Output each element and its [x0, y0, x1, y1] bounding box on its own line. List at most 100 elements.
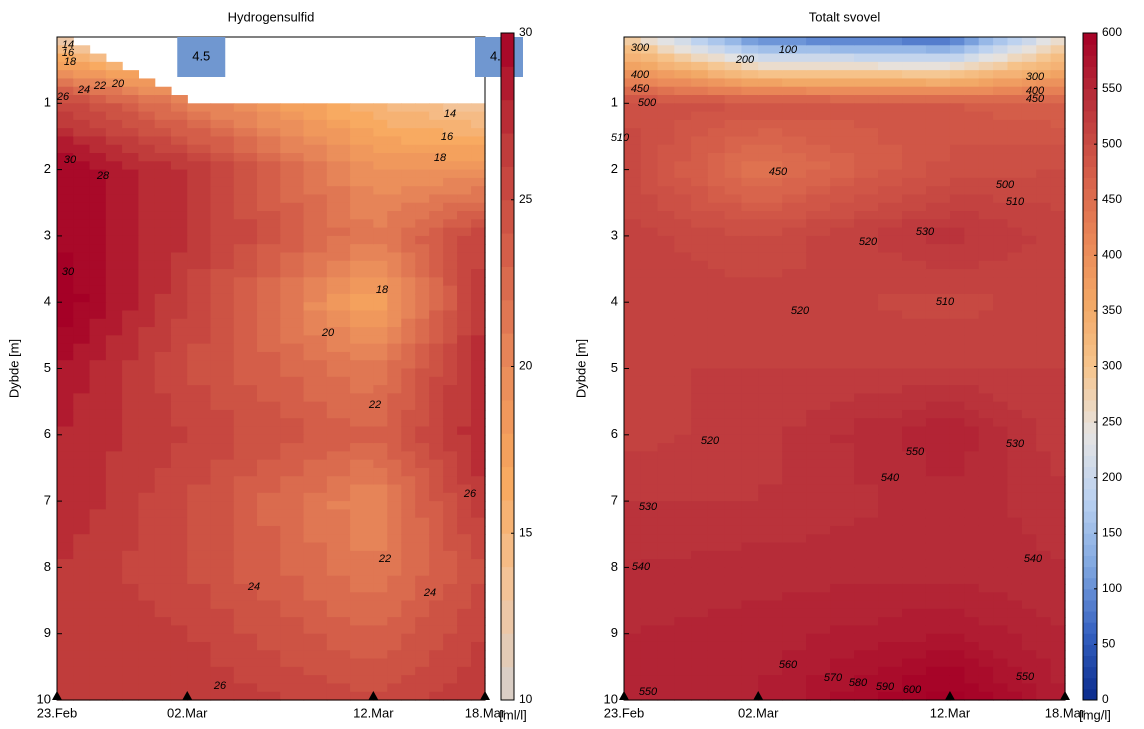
- contour-cell: [57, 119, 74, 129]
- contour-cell: [806, 45, 831, 55]
- contour-cell: [326, 153, 351, 162]
- contour-cell: [170, 186, 188, 196]
- contour-cell: [674, 86, 692, 96]
- contour-cell: [257, 235, 281, 245]
- contour-cell: [854, 583, 879, 593]
- contour-cell: [280, 484, 305, 494]
- contour-cell: [1036, 451, 1052, 461]
- contour-cell: [993, 194, 1009, 204]
- contour-cell: [471, 559, 486, 568]
- contour-cell: [902, 327, 927, 336]
- contour-cell: [782, 343, 807, 353]
- contour-cell: [1036, 534, 1052, 544]
- contour-cell: [691, 467, 709, 477]
- contour-cell: [303, 318, 328, 328]
- contour-cell: [624, 583, 642, 593]
- contour-cell: [624, 169, 642, 179]
- contour-cell: [707, 343, 726, 353]
- contour-cell: [89, 252, 107, 262]
- contour-cell: [280, 111, 305, 121]
- contour-cell: [187, 559, 212, 568]
- contour-cell: [624, 517, 642, 527]
- contour-cell: [471, 219, 486, 229]
- contour-cell: [741, 61, 759, 71]
- contour-cell: [674, 95, 692, 104]
- contour-cell: [457, 575, 472, 585]
- contour-cell: [187, 451, 212, 461]
- contour-cell: [830, 600, 855, 610]
- contour-cell: [257, 492, 281, 502]
- contour-cell: [233, 675, 258, 685]
- contour-cell: [387, 608, 402, 618]
- contour-cell: [782, 683, 807, 693]
- contour-cell: [154, 575, 172, 585]
- contour-cell: [303, 592, 328, 602]
- contour-cell: [73, 509, 91, 519]
- contour-cell: [233, 269, 258, 278]
- contour-cell: [233, 285, 258, 295]
- contour-cell: [429, 119, 444, 129]
- contour-cell: [73, 351, 91, 361]
- contour-cell: [964, 95, 980, 104]
- contour-cell: [429, 227, 444, 237]
- contour-cell: [724, 575, 743, 585]
- contour-cell: [233, 119, 258, 129]
- contour-label: 450: [769, 166, 788, 178]
- contour-cell: [707, 517, 726, 527]
- contour-cell: [978, 418, 994, 428]
- contour-cell: [105, 269, 123, 278]
- contour-cell: [1036, 70, 1052, 80]
- contour-cell: [902, 691, 927, 701]
- contour-cell: [782, 451, 807, 461]
- contour-cell: [57, 534, 74, 544]
- contour-cell: [878, 509, 903, 519]
- contour-cell: [415, 567, 430, 577]
- contour-cell: [1036, 542, 1052, 552]
- contour-cell: [758, 476, 783, 486]
- contour-cell: [925, 476, 951, 486]
- colorbar-band: [501, 133, 514, 167]
- contour-cell: [415, 136, 430, 146]
- contour-cell: [782, 235, 807, 245]
- contour-cell: [187, 617, 212, 627]
- contour-cell: [57, 194, 74, 204]
- contour-cell: [154, 260, 172, 270]
- contour-cell: [303, 376, 328, 386]
- contour-cell: [1007, 177, 1023, 187]
- contour-cell: [707, 385, 726, 394]
- contour-cell: [925, 376, 951, 386]
- contour-cell: [138, 583, 156, 593]
- contour-cell: [707, 641, 726, 651]
- contour-cell: [724, 78, 743, 88]
- contour-cell: [122, 285, 140, 295]
- contour-cell: [741, 45, 759, 55]
- contour-cell: [657, 235, 675, 245]
- contour-cell: [964, 260, 980, 270]
- contour-cell: [326, 103, 351, 113]
- contour-cell: [978, 409, 994, 419]
- contour-cell: [471, 567, 486, 577]
- contour-cell: [1050, 368, 1066, 378]
- contour-cell: [280, 285, 305, 295]
- contour-cell: [624, 269, 642, 278]
- contour-cell: [350, 161, 374, 171]
- contour-cell: [1050, 219, 1066, 229]
- contour-label: 500: [638, 97, 657, 109]
- contour-cell: [724, 633, 743, 643]
- contour-cell: [1007, 61, 1023, 71]
- contour-cell: [415, 459, 430, 469]
- contour-cell: [122, 376, 140, 386]
- contour-cell: [993, 70, 1009, 80]
- contour-cell: [978, 45, 994, 55]
- contour-cell: [1050, 467, 1066, 477]
- contour-cell: [429, 641, 444, 651]
- contour-cell: [429, 293, 444, 303]
- contour-cell: [187, 592, 212, 602]
- contour-cell: [429, 318, 444, 328]
- contour-cell: [925, 633, 951, 643]
- contour-label: 580: [849, 677, 868, 689]
- contour-cell: [707, 459, 726, 469]
- contour-cell: [1050, 376, 1066, 386]
- contour-cell: [210, 302, 235, 312]
- contour-cell: [105, 401, 123, 411]
